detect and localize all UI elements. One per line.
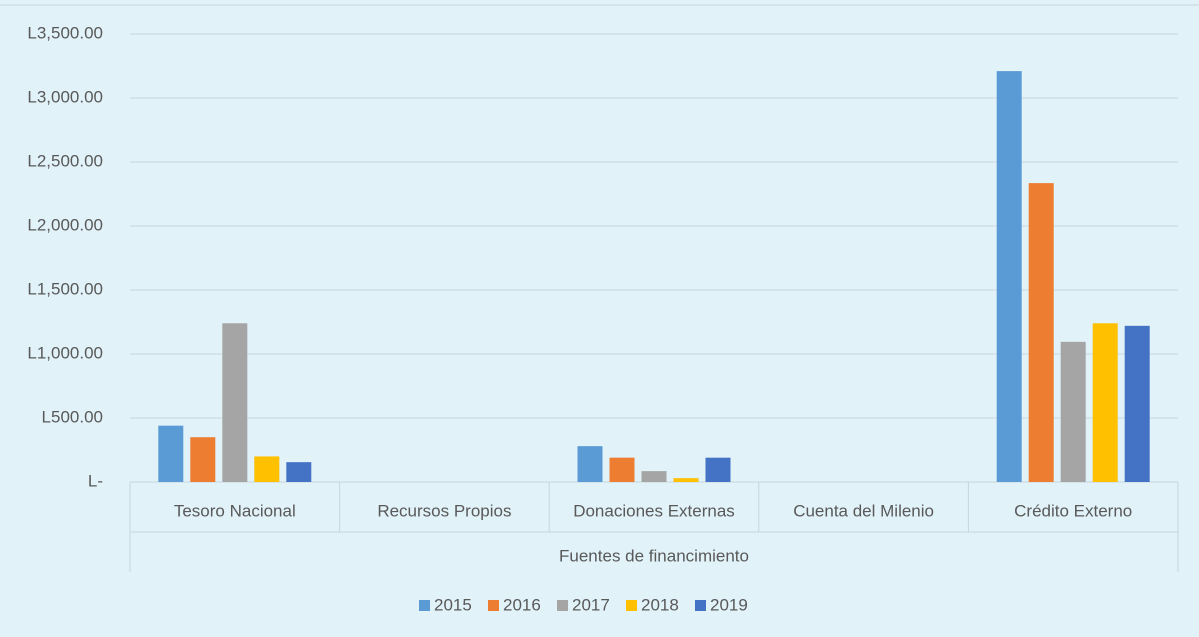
- legend-label: 2019: [710, 595, 748, 614]
- bar: [609, 457, 635, 482]
- y-tick-label: L2,500.00: [27, 151, 103, 170]
- x-tick-label: Cuenta del Milenio: [793, 501, 934, 520]
- legend-swatch: [695, 600, 706, 611]
- legend-swatch: [419, 600, 430, 611]
- bar: [1124, 325, 1150, 482]
- legend-label: 2017: [572, 595, 610, 614]
- y-tick-label: L2,000.00: [27, 215, 103, 234]
- legend-swatch: [488, 600, 499, 611]
- y-tick-label: L500.00: [42, 407, 103, 426]
- y-tick-label: L-: [88, 471, 103, 490]
- legend-swatch: [626, 600, 637, 611]
- bar: [1028, 183, 1054, 482]
- bar: [705, 457, 731, 482]
- y-tick-label: L3,500.00: [27, 23, 103, 42]
- bar: [254, 456, 280, 482]
- legend-label: 2016: [503, 595, 541, 614]
- x-tick-label: Crédito Externo: [1014, 501, 1132, 520]
- legend-label: 2018: [641, 595, 679, 614]
- bar: [641, 471, 667, 482]
- y-tick-label: L1,500.00: [27, 279, 103, 298]
- x-tick-label: Recursos Propios: [377, 501, 511, 520]
- legend-label: 2015: [434, 595, 472, 614]
- bar: [286, 462, 312, 482]
- legend-swatch: [557, 600, 568, 611]
- x-tick-label: Donaciones Externas: [573, 501, 735, 520]
- y-tick-label: L3,000.00: [27, 87, 103, 106]
- bar: [1060, 341, 1086, 482]
- x-axis-label: Fuentes de financimiento: [559, 546, 749, 565]
- bar: [158, 425, 184, 482]
- bar: [222, 323, 248, 482]
- bar: [996, 71, 1022, 483]
- x-tick-label: Tesoro Nacional: [174, 501, 296, 520]
- bar: [1092, 323, 1118, 482]
- bar: [577, 446, 603, 482]
- bar: [190, 437, 216, 482]
- bar: [673, 478, 699, 482]
- y-tick-label: L1,000.00: [27, 343, 103, 362]
